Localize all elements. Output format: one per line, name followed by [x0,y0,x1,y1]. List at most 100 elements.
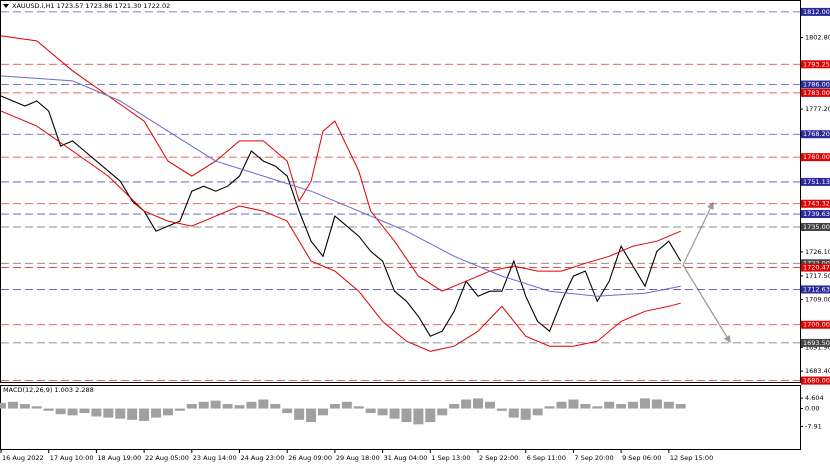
level-label: 1760.00 [803,153,830,161]
macd-bar [282,408,293,414]
macd-bar [663,401,674,409]
macd-bar [55,408,66,415]
macd-bar [604,401,615,409]
macd-bar [79,408,90,414]
x-tick-label: 31 Aug 04:00 [384,454,428,462]
price-series [0,95,682,337]
macd-bar [508,408,519,418]
y-tick-label: 1777.20 [805,105,830,113]
macd-bar [544,406,555,409]
level-label: 1768.20 [803,130,830,138]
level-label-box [801,177,830,186]
menu-triangle [3,4,9,8]
x-tick-label: 23 Aug 14:00 [193,454,237,462]
x-tick-label: 29 Aug 18:00 [336,454,380,462]
macd-bar [222,404,233,409]
x-tick-label: 1 Sep 13:00 [431,454,470,462]
macd-bar [19,404,30,409]
macd-bar [628,401,639,409]
macd-bar [639,398,650,409]
x-tick-label: 24 Aug 23:00 [241,454,285,462]
macd-bar [532,408,543,416]
level-label: 1743.32 [803,200,830,208]
macd-bar [186,404,197,409]
level-label-box [801,153,830,162]
macd-bar [139,408,150,421]
level-label: 1693.50 [803,339,830,347]
level-label: 1680.00 [803,377,830,385]
macd-bar [43,408,54,411]
y-tick-label: 0.00 [805,405,819,413]
level-label-box [801,222,830,231]
macd-bar [484,401,495,409]
macd-bar [401,408,412,423]
macd-bar [651,399,662,409]
level-label: 1720.47 [803,264,830,272]
macd-bar [580,404,591,409]
macd-bar [258,399,269,409]
chart-title: XAUUSD.i,H1 1723.57 1723.86 1721.30 1722… [12,2,170,10]
macd-bar [198,401,209,409]
level-label-box [801,210,830,219]
macd-bar [341,401,352,409]
macd-bar [306,408,317,423]
macd-bar [174,408,185,411]
macd-bar [377,408,388,416]
level-label: 1739.63 [803,210,830,218]
macd-bar [473,398,484,409]
macd-bar [389,408,400,419]
x-tick-label: 6 Sep 11:00 [527,454,566,462]
macd-bar [461,399,472,409]
y-tick-label: 1802.80 [805,34,830,42]
level-label-box [801,376,830,385]
macd-bar [294,408,305,420]
price-panel-frame [0,0,801,383]
price-series [0,35,681,292]
macd-title: MACD(12,26,9) 1.003 2.288 [3,386,94,394]
level-label-box [801,80,830,89]
level-label: 1812.00 [803,8,830,16]
macd-bar [365,408,376,414]
macd-bar [353,406,364,409]
level-label-box [801,199,830,208]
level-label-box [801,130,830,139]
macd-bar [151,408,162,418]
macd-bar [91,408,102,417]
macd-bar [115,408,126,419]
level-label-box [801,88,830,97]
level-label-box [801,263,830,272]
y-tick-label: -7.91 [805,422,822,430]
level-label-box [801,338,830,347]
x-tick-label: 2 Sep 22:00 [479,454,518,462]
level-label: 1712.63 [803,285,830,293]
x-tick-label: 18 Aug 19:00 [97,454,141,462]
macd-bar [162,408,173,416]
level-label: 1700.00 [803,321,830,329]
macd-bar [616,404,627,409]
macd-bar [592,406,603,409]
level-label-box [801,285,830,294]
level-label-box [801,60,830,69]
level-label: 1793.25 [803,60,830,68]
price-series [0,110,681,352]
price-series [0,75,681,297]
forecast-arrow-up [682,201,714,266]
level-label-box [801,259,830,268]
macd-bar [556,401,567,409]
level-label: 1735.00 [803,223,830,231]
x-tick-label: 17 Aug 10:00 [50,454,94,462]
macd-bar [127,408,138,420]
macd-bar [246,401,257,409]
level-label: 1783.00 [803,89,830,97]
y-tick-label: 1691.90 [805,343,830,351]
y-tick-label: 1683.40 [805,367,830,375]
macd-bar [329,404,340,409]
y-tick-label: 1709.00 [805,296,830,304]
macd-bar [210,400,221,409]
macd-bar [234,405,245,409]
x-tick-label: 12 Sep 15:00 [670,454,713,462]
macd-bar [270,404,281,409]
x-tick-label: 9 Sep 06:00 [622,454,661,462]
